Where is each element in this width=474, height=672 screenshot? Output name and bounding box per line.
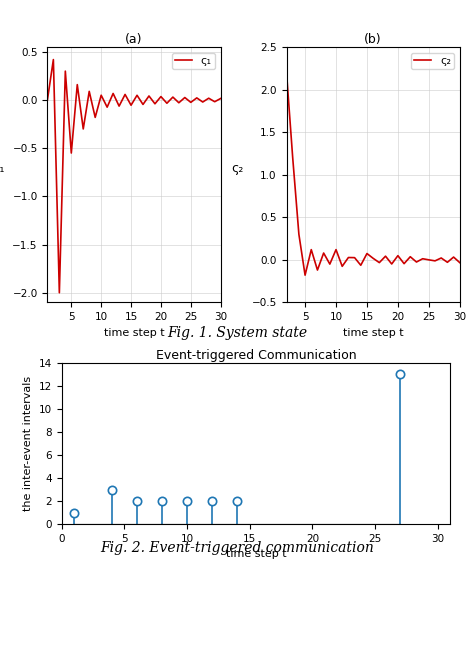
Text: Fig. 1. System state: Fig. 1. System state: [167, 326, 307, 339]
Y-axis label: ς₁: ς₁: [0, 162, 5, 175]
Legend: ς₁: ς₁: [172, 52, 215, 69]
Y-axis label: the inter-event intervals: the inter-event intervals: [23, 376, 33, 511]
Title: Event-triggered Communication: Event-triggered Communication: [155, 349, 356, 362]
X-axis label: time step t: time step t: [104, 328, 164, 337]
Title: (a): (a): [125, 33, 143, 46]
Title: (b): (b): [365, 33, 382, 46]
X-axis label: time step t: time step t: [343, 328, 403, 337]
Y-axis label: ς₂: ς₂: [231, 162, 244, 175]
Legend: ς₂: ς₂: [411, 52, 454, 69]
X-axis label: time step t: time step t: [226, 550, 286, 559]
Text: Fig. 2. Event-triggered communication: Fig. 2. Event-triggered communication: [100, 541, 374, 554]
